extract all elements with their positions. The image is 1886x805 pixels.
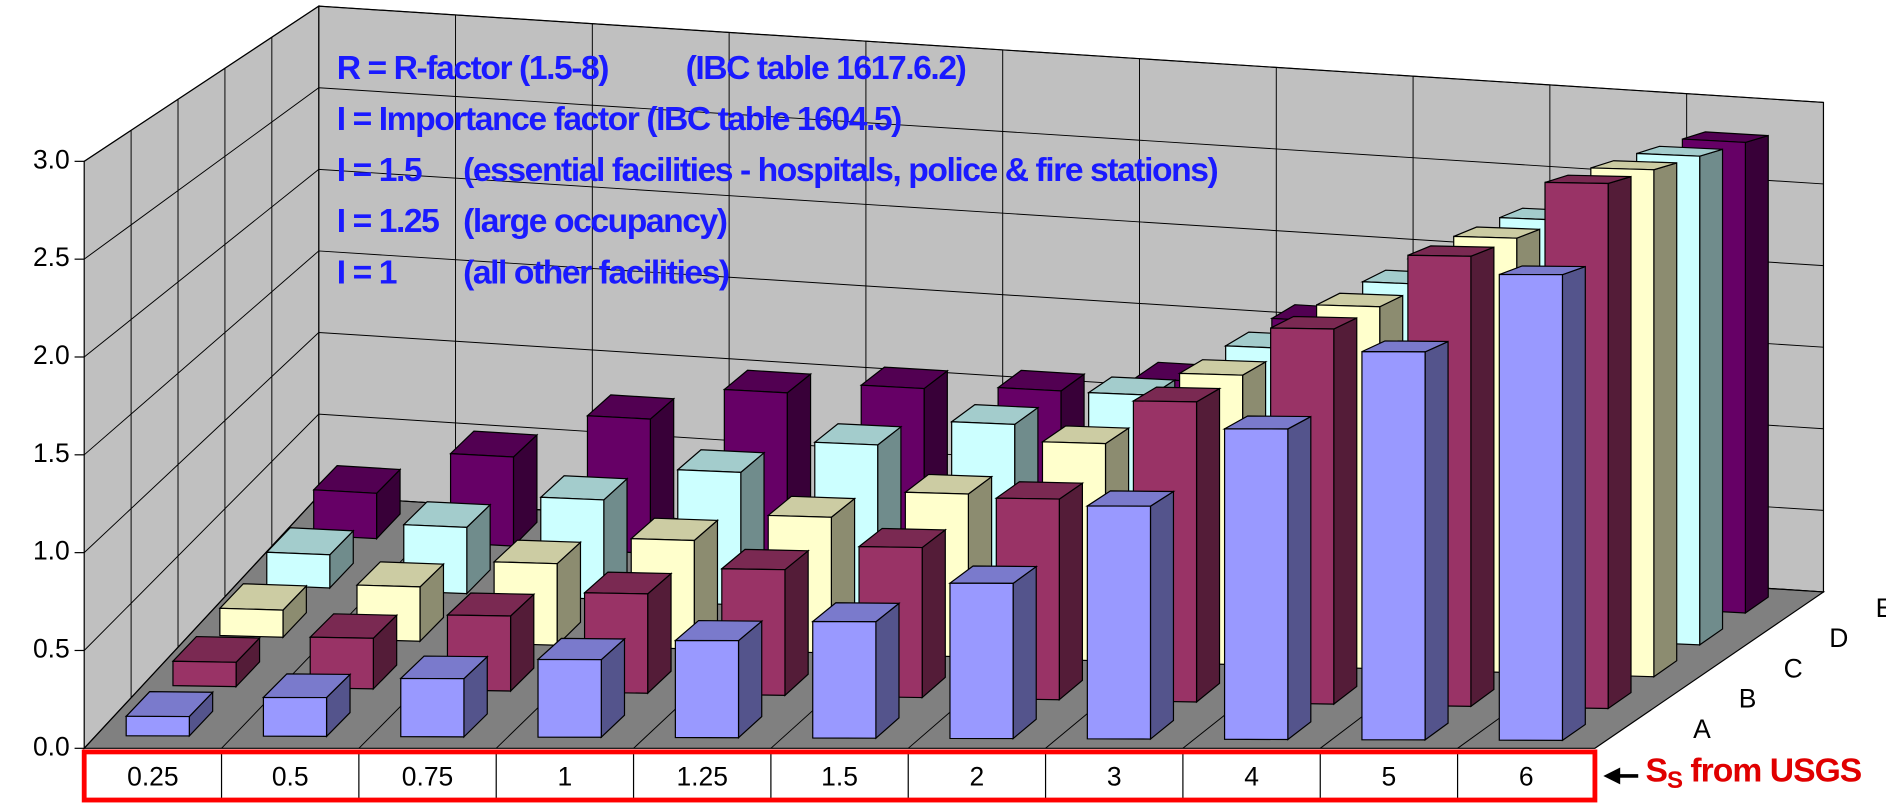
- x-tick-label: 1.5: [821, 761, 858, 791]
- y-tick-label: 2.5: [33, 242, 70, 272]
- bar-side: [1653, 162, 1678, 678]
- annotation: (large occupancy): [463, 203, 727, 240]
- annotation: (essential facilities - hospitals, polic…: [463, 152, 1217, 189]
- bar-front: [949, 582, 1014, 740]
- x-tick-label: 0.25: [127, 761, 178, 791]
- bar-side: [784, 549, 809, 697]
- bar: [218, 583, 308, 639]
- bar-side: [1699, 148, 1724, 647]
- bar-side: [1149, 490, 1175, 741]
- bar: [1085, 490, 1176, 741]
- bar-side: [875, 602, 900, 740]
- bar-front: [1361, 351, 1426, 741]
- annotation: (IBC table 1617.6.2): [686, 50, 966, 87]
- x-tick-label: 4: [1244, 761, 1259, 791]
- x-tick-label: 0.5: [272, 761, 309, 791]
- y-tick-label: 1.0: [33, 536, 70, 566]
- bar-side: [1744, 134, 1769, 615]
- y-tick-label: 0.5: [33, 633, 70, 663]
- x-tick-label: 2: [970, 761, 985, 791]
- bar-side: [1333, 316, 1358, 706]
- bar-front: [266, 551, 331, 589]
- bar: [402, 501, 492, 596]
- bar-front: [172, 660, 237, 688]
- bar: [1361, 340, 1449, 742]
- category-highlight: [81, 749, 1598, 803]
- annotation: (all other facilities): [463, 254, 729, 291]
- annotation: R = R-factor (1.5-8): [337, 50, 609, 87]
- annotation: I = 1.5: [337, 152, 422, 189]
- annotation: I = 1.25: [337, 203, 439, 240]
- bar: [171, 635, 261, 689]
- bar-side: [1424, 340, 1449, 742]
- source-label: SS from USGS: [1645, 752, 1861, 794]
- bar-side: [921, 528, 946, 699]
- bar: [261, 673, 352, 738]
- bar: [124, 690, 215, 738]
- source-label-part: from USGS: [1682, 752, 1862, 789]
- bar-side: [1195, 387, 1221, 704]
- x-tick-label: 1: [558, 761, 573, 791]
- bar-side: [1287, 415, 1312, 741]
- bar: [1498, 265, 1586, 742]
- legend-label: C: [1784, 653, 1803, 683]
- x-tick-label: 0.75: [402, 761, 454, 791]
- bars: [124, 131, 1769, 742]
- bar-front: [537, 658, 602, 738]
- bar: [811, 602, 901, 740]
- bar-front: [313, 489, 378, 540]
- source-label-part: S: [1667, 767, 1683, 794]
- bar: [536, 637, 627, 739]
- bar: [308, 613, 399, 691]
- legend-label: B: [1739, 684, 1757, 714]
- x-tick-label: 5: [1382, 761, 1397, 791]
- arrow-head: [1603, 767, 1621, 785]
- bar-front: [219, 607, 284, 638]
- annotation: I = 1: [337, 254, 397, 291]
- bar-front: [1223, 428, 1289, 741]
- bar-front: [1498, 273, 1564, 741]
- grid-line: [83, 87, 1824, 260]
- legend-label: D: [1829, 623, 1848, 653]
- legend-label: A: [1693, 714, 1711, 744]
- bar-side: [1058, 482, 1084, 702]
- y-tick-label: 3.0: [33, 144, 70, 174]
- bar-side: [1012, 565, 1037, 740]
- bar: [265, 527, 355, 590]
- grid-line: [83, 168, 1824, 358]
- annotation: I = Importance factor (IBC table 1604.5): [337, 101, 901, 138]
- bar-side: [737, 619, 763, 740]
- bar: [948, 565, 1039, 740]
- y-tick-label: 1.5: [33, 438, 70, 468]
- bar-front: [812, 620, 877, 739]
- bar-front: [262, 696, 328, 738]
- bar-front: [1086, 505, 1152, 740]
- bar-side: [1470, 246, 1495, 708]
- y-tick-label: 2.0: [33, 340, 70, 370]
- source-label-part: S: [1645, 752, 1667, 789]
- bar-side: [1607, 175, 1632, 710]
- bar: [673, 619, 764, 740]
- bar-front: [400, 677, 465, 738]
- bar: [355, 561, 445, 643]
- x-tick-label: 3: [1107, 761, 1122, 791]
- bar-front: [125, 715, 190, 737]
- bar-front: [674, 639, 740, 739]
- bar: [312, 465, 402, 541]
- x-tick-label: 1.25: [676, 761, 728, 791]
- legend-label: E: [1876, 593, 1886, 623]
- bar-side: [1561, 265, 1586, 742]
- labels: 0.0 0.5 1.0 1.5 2.0 2.5 3.0 EDCBA 0.25 0.5 0.75 1 1.…: [33, 50, 1886, 803]
- x-tick-label: 6: [1519, 761, 1534, 791]
- bar: [1222, 415, 1312, 741]
- grid-line: [83, 5, 1824, 162]
- y-tick-label: 0.0: [33, 731, 70, 761]
- bar: [399, 655, 489, 739]
